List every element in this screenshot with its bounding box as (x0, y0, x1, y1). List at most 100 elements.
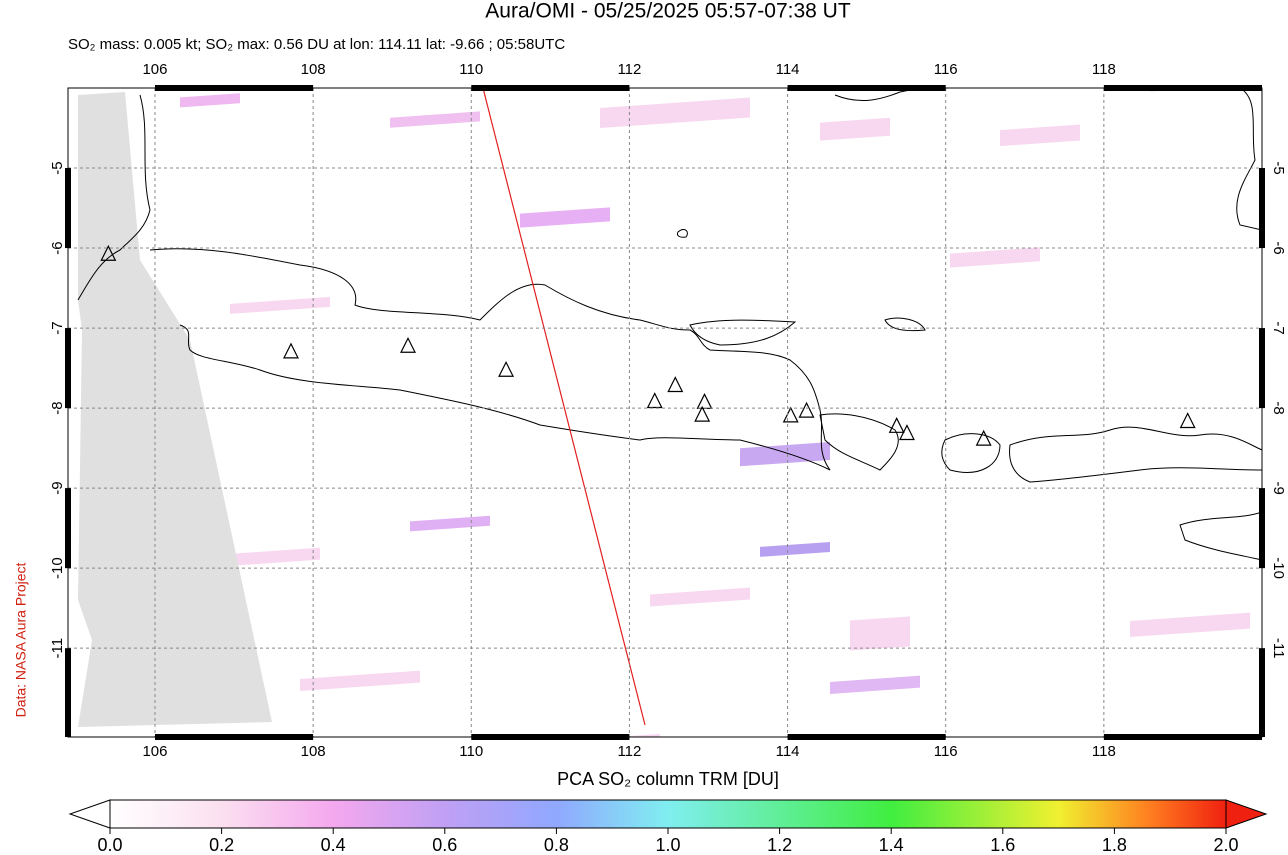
coastline (149, 248, 831, 471)
y-tick-label-left: -7 (49, 321, 66, 334)
x-tick-label-top: 118 (1092, 61, 1116, 78)
stripe (950, 247, 1040, 268)
frame-ticks (65, 85, 1265, 740)
x-tick-label-top: 114 (776, 61, 800, 78)
frame-segment (1259, 328, 1265, 409)
volcano (283, 342, 299, 359)
y-tick-label-right: -11 (1270, 638, 1287, 659)
frame-segment (471, 85, 630, 91)
y-tick-label-left: -9 (49, 481, 66, 494)
coastline (689, 319, 797, 346)
colorbar (109, 799, 1227, 829)
volcano (798, 401, 815, 418)
volcano-layer (100, 244, 1196, 446)
x-tick-label-bottom: 118 (1092, 743, 1116, 760)
volcano (1179, 412, 1196, 429)
stripe (300, 670, 420, 692)
stripe (1000, 124, 1080, 147)
x-tick-label-bottom: 110 (459, 743, 483, 760)
stripe (390, 111, 480, 128)
colorbar-tick-label: 1.0 (655, 835, 680, 855)
stripe (850, 616, 910, 651)
volcano (498, 360, 515, 377)
volcano (667, 376, 684, 393)
volcano (888, 416, 905, 433)
y-tick-label-right: -8 (1270, 401, 1287, 414)
colorbar-tick-label: 0.8 (544, 835, 569, 855)
stripe (410, 515, 490, 532)
colorbar-tick-label: 0.0 (97, 835, 122, 855)
x-tick-label-bottom: 116 (934, 743, 958, 760)
coastline (819, 413, 899, 471)
stripe (180, 93, 240, 108)
frame-segment (154, 734, 314, 740)
map-layer (68, 88, 1262, 737)
coastline (677, 229, 926, 332)
y-tick-label-right: -5 (1270, 161, 1287, 174)
x-tick-label-bottom: 106 (142, 743, 167, 760)
colorbar-tick-label: 1.8 (1102, 835, 1127, 855)
frame-segment (787, 734, 946, 740)
coastline (1236, 88, 1262, 231)
frame-segment (154, 85, 314, 91)
colorbar-tick-label: 1.2 (767, 835, 792, 855)
volcano (975, 429, 992, 446)
colorbar-tick-label: 1.4 (879, 835, 904, 855)
y-tick-label-left: -11 (49, 638, 66, 659)
frame-segment (1259, 488, 1265, 569)
stripe (760, 541, 830, 557)
coastline (77, 94, 151, 301)
volcano (694, 405, 711, 422)
stripe (520, 207, 610, 228)
frame-segment (471, 734, 630, 740)
stripe (830, 675, 920, 694)
stripe (820, 117, 890, 141)
credit: Data: NASA Aura Project (13, 562, 29, 717)
x-tick-label-top: 112 (617, 61, 641, 78)
colorbar-tick-label: 0.4 (321, 835, 346, 855)
volcano (646, 392, 663, 409)
plot-bg (68, 88, 1262, 737)
colorbar-high-arrow (1225, 799, 1268, 829)
coastline (1179, 511, 1262, 561)
subtitle: SO₂ mass: 0.005 kt; SO₂ max: 0.56 DU at … (68, 36, 565, 53)
x-tick-label-top: 108 (301, 61, 326, 78)
stripe (650, 587, 750, 607)
stripe (230, 296, 330, 314)
frame-segment (65, 648, 71, 737)
x-tick-label-top: 106 (142, 61, 167, 78)
volcano (400, 336, 416, 353)
y-tick-label-left: -10 (49, 557, 66, 579)
volcano (898, 424, 915, 441)
frame-segment (65, 488, 71, 569)
y-tick-label-left: -6 (49, 241, 66, 254)
colorbar-tick-label: 1.6 (990, 835, 1015, 855)
frame-segment (1103, 85, 1262, 91)
so2-stripes (180, 88, 1250, 737)
coastline (834, 88, 921, 101)
stripe (1130, 612, 1250, 637)
x-tick-label-top: 110 (459, 61, 483, 78)
colorbar-tick-label: 0.6 (432, 835, 457, 855)
x-tick-label-bottom: 112 (617, 743, 641, 760)
stripe (600, 97, 750, 129)
orbit-track (482, 88, 646, 726)
colorbar-ticks: 0.0 0.2 0.4 0.6 0.8 1.0 1.2 1.4 1.6 1.8 2.0 (97, 828, 1239, 855)
colorbar-low-arrow (68, 799, 111, 829)
frame-segment (1259, 648, 1265, 737)
y-tick-label-right: -10 (1270, 557, 1287, 579)
frame-segment (65, 328, 71, 409)
colorbar-tick-label: 2.0 (1213, 835, 1238, 855)
x-tick-label-top: 116 (934, 61, 958, 78)
frame-segment (1103, 734, 1262, 740)
frame-segment (787, 85, 946, 91)
frame-segment (65, 168, 71, 249)
x-tick-label-bottom: 114 (776, 743, 800, 760)
title: Aura/OMI - 05/25/2025 05:57-07:38 UT (485, 0, 851, 23)
y-tick-label-right: -7 (1270, 321, 1287, 334)
y-tick-label-right: -9 (1270, 481, 1287, 494)
frame-segment (1259, 168, 1265, 249)
y-tick-label-left: -5 (49, 161, 66, 174)
y-tick-label-right: -6 (1270, 241, 1287, 254)
